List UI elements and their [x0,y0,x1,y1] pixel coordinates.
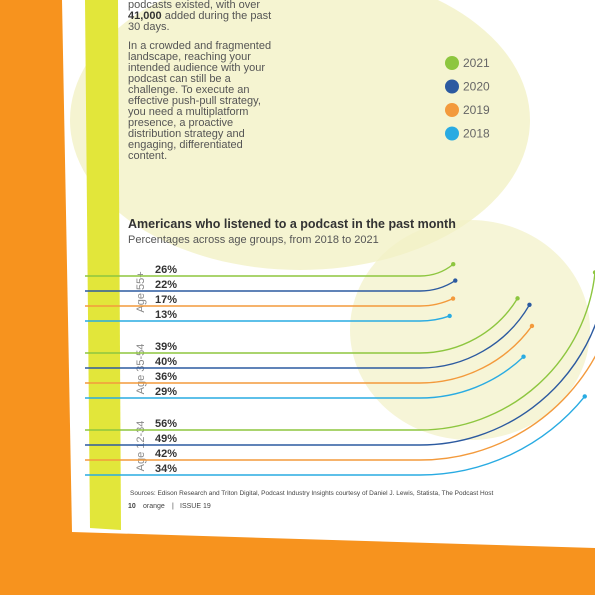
data-line [85,297,454,307]
value-label: 56% [155,418,177,430]
value-label: 36% [155,371,177,383]
value-label: 26% [155,264,177,276]
data-line [85,298,519,354]
data-line [85,325,533,384]
background-shape [350,220,590,440]
value-label: 13% [155,309,177,321]
line-end-dot [450,296,456,301]
data-line [85,395,586,476]
line-end-dot [529,323,535,329]
separator: | [172,503,174,510]
page-number: 10 [128,503,136,510]
intro-bold: 41,000 [128,10,162,22]
value-label: 40% [155,356,177,368]
age-label: Age 12-34 [135,421,147,472]
line-end-dot [447,313,452,319]
legend-swatch [445,56,459,70]
legend-label: 2020 [463,80,490,94]
legend-label: 2018 [463,127,490,141]
data-line [85,356,525,399]
value-label: 29% [155,386,177,398]
paragraph: In a crowded and fragmented landscape, r… [128,40,272,162]
intro-after: added during the past 30 days. [128,10,272,33]
chart-title: Americans who listened to a podcast in t… [128,217,456,231]
line-end-dot [527,302,532,307]
line-end-dot [592,270,595,275]
line-end-dot [453,278,458,283]
legend-label: 2021 [463,56,490,70]
value-label: 42% [155,448,177,460]
data-line [85,272,595,431]
value-label: 17% [155,294,177,306]
legend-swatch [445,79,459,94]
line-end-dot [582,394,587,399]
value-label: 34% [155,463,177,475]
intro-before: podcasts existed, with over [128,0,261,11]
legend-label: 2019 [463,103,490,117]
value-label: 22% [155,279,177,291]
value-label: 39% [155,341,177,353]
age-label: Age 55+ [135,271,147,312]
intro-text: podcasts existed, with over 41,000 added… [128,0,278,33]
source: Sources: Edison Research and Triton Digi… [130,490,494,497]
data-line [85,279,456,292]
value-label: 49% [155,433,177,445]
line-end-dot [515,296,520,301]
legend-swatch [445,126,459,141]
data-line [85,263,454,277]
background-shape [70,0,530,270]
magazine-name: orange [143,503,165,510]
issue: ISSUE 19 [180,503,211,510]
line-end-dot [451,262,456,267]
data-line [85,355,595,461]
chart-subtitle: Percentages across age groups, from 2018… [128,234,379,246]
legend-swatch [445,103,459,117]
line-end-dot [521,354,526,359]
yellow-stripe [85,0,121,530]
data-line [85,323,595,446]
data-line [85,304,531,369]
age-label: Age 35-54 [135,344,147,395]
